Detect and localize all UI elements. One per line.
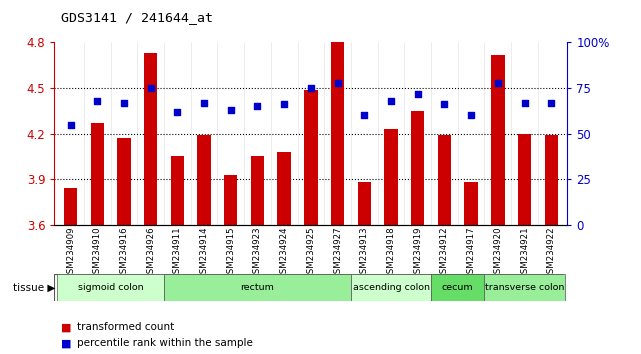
Point bbox=[493, 80, 503, 85]
Bar bbox=[224, 175, 237, 225]
Bar bbox=[197, 135, 211, 225]
Point bbox=[333, 80, 343, 85]
Bar bbox=[491, 55, 504, 225]
Text: rectum: rectum bbox=[240, 283, 274, 292]
Point bbox=[253, 103, 263, 109]
Point bbox=[92, 98, 103, 104]
Point bbox=[146, 85, 156, 91]
Bar bbox=[278, 152, 291, 225]
Bar bbox=[465, 182, 478, 225]
Text: sigmoid colon: sigmoid colon bbox=[78, 283, 144, 292]
Text: ■: ■ bbox=[61, 322, 71, 332]
Point bbox=[519, 100, 529, 105]
Text: transverse colon: transverse colon bbox=[485, 283, 564, 292]
Text: cecum: cecum bbox=[442, 283, 474, 292]
Bar bbox=[251, 156, 264, 225]
Bar bbox=[351, 274, 431, 301]
Text: tissue ▶: tissue ▶ bbox=[13, 282, 55, 293]
Point bbox=[226, 107, 236, 113]
Point bbox=[119, 100, 129, 105]
Text: transformed count: transformed count bbox=[77, 322, 174, 332]
Point bbox=[65, 122, 76, 127]
Bar bbox=[144, 53, 157, 225]
Bar bbox=[485, 274, 565, 301]
Point bbox=[466, 113, 476, 118]
Text: ■: ■ bbox=[61, 338, 71, 348]
Bar bbox=[57, 274, 164, 301]
Bar bbox=[117, 138, 131, 225]
Bar bbox=[411, 111, 424, 225]
Text: GDS3141 / 241644_at: GDS3141 / 241644_at bbox=[61, 11, 213, 24]
Bar bbox=[304, 90, 317, 225]
Point bbox=[546, 100, 556, 105]
Bar bbox=[431, 274, 485, 301]
Bar bbox=[385, 129, 397, 225]
Bar bbox=[545, 135, 558, 225]
Text: ascending colon: ascending colon bbox=[353, 283, 429, 292]
Bar bbox=[171, 156, 184, 225]
Bar bbox=[64, 188, 77, 225]
Point bbox=[172, 109, 183, 115]
Point bbox=[199, 100, 209, 105]
Bar bbox=[518, 133, 531, 225]
Point bbox=[306, 85, 316, 91]
Point bbox=[439, 102, 449, 107]
Bar bbox=[331, 42, 344, 225]
Text: percentile rank within the sample: percentile rank within the sample bbox=[77, 338, 253, 348]
Point bbox=[413, 91, 423, 96]
Bar bbox=[164, 274, 351, 301]
Bar bbox=[90, 123, 104, 225]
Bar bbox=[358, 182, 371, 225]
Point bbox=[279, 102, 289, 107]
Point bbox=[386, 98, 396, 104]
Bar bbox=[438, 135, 451, 225]
Point bbox=[359, 113, 369, 118]
